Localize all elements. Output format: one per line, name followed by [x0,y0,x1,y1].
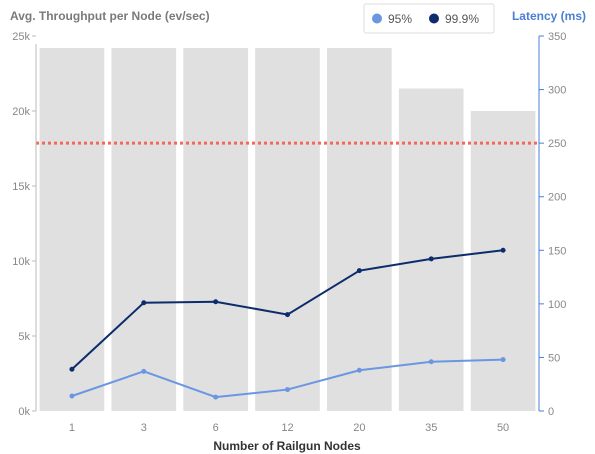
latency-point-95-12 [285,387,290,393]
left-tick-label: 25k [12,31,30,43]
left-tick-label: 10k [12,256,30,268]
right-tick-label: 150 [548,245,566,257]
right-axis: 0 50 100 150 200 250 300 350 [538,31,566,418]
latency-point-95-50 [500,357,506,363]
latency-point-95-20 [356,367,362,373]
legend-marker-99-9 [429,13,439,24]
right-tick-label: 200 [548,192,566,204]
x-tick-label: 6 [213,422,219,434]
throughput-bar-1 [39,48,105,411]
right-tick-label: 50 [548,352,560,364]
right-tick-label: 350 [548,31,566,43]
left-tick-label: 15k [12,181,30,193]
right-tick-label: 0 [548,406,554,418]
legend: 95% 99.9% [363,3,495,34]
legend-marker-95 [372,13,382,24]
x-axis: 1 3 6 12 20 35 50 [69,422,509,434]
x-tick-label: 35 [425,422,437,434]
x-tick-label: 1 [69,422,75,434]
x-axis-title: Number of Railgun Nodes [213,439,361,453]
throughput-bar-20 [327,48,392,411]
latency-point-99-9-35 [428,256,434,262]
bars-layer [39,48,536,411]
right-tick-label: 100 [548,299,566,311]
right-tick-label: 300 [548,85,566,97]
latency-point-99-9-20 [356,268,362,274]
left-tick-label: 20k [12,106,30,118]
latency-point-95-1 [69,393,75,399]
x-tick-label: 50 [497,422,509,434]
throughput-bar-6 [183,48,248,411]
latency-point-99-9-3 [141,300,147,306]
legend-label-99-9: 99.9% [445,12,479,26]
legend-label-95: 95% [388,12,412,26]
throughput-bar-12 [255,48,320,411]
throughput-bar-3 [111,48,177,411]
left-axis: 0k 5k 10k 15k 20k 25k [12,31,37,418]
right-tick-label: 250 [548,138,566,150]
latency-point-99-9-6 [213,299,219,305]
latency-point-95-35 [428,359,434,365]
left-tick-label: 0k [18,406,30,418]
left-tick-label: 5k [18,331,30,343]
x-tick-label: 12 [281,422,293,434]
latency-point-99-9-1 [69,366,75,372]
x-tick-label: 20 [353,422,365,434]
left-axis-title: Avg. Throughput per Node (ev/sec) [10,9,210,23]
right-axis-title: Latency (ms) [512,9,586,23]
latency-point-95-6 [213,394,219,400]
throughput-bar-50 [470,111,536,411]
x-tick-label: 3 [141,422,147,434]
lines-layer [69,247,506,400]
latency-point-99-9-12 [285,312,290,318]
latency-point-99-9-50 [500,247,506,253]
latency-point-95-3 [141,368,147,374]
